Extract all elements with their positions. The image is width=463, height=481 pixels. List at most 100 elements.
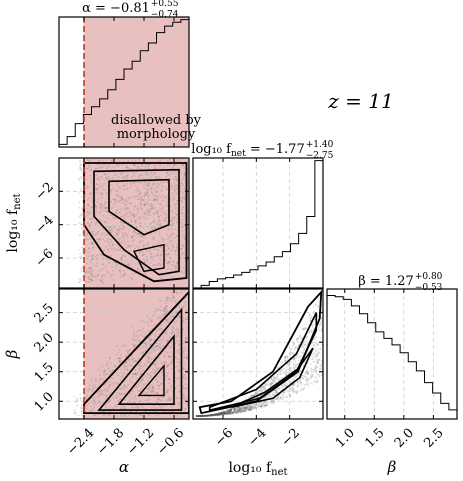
sample-point xyxy=(164,410,167,413)
sample-point xyxy=(302,364,305,367)
sample-point xyxy=(172,294,174,297)
sample-point xyxy=(126,368,129,371)
sample-point xyxy=(184,318,187,321)
sample-point xyxy=(231,411,234,414)
sample-point xyxy=(168,396,171,399)
sample-point xyxy=(158,202,160,205)
sample-point xyxy=(319,336,322,339)
sample-point xyxy=(235,411,238,414)
sample-point xyxy=(86,231,89,234)
sample-point xyxy=(318,323,321,326)
sample-point xyxy=(219,413,222,415)
sample-point xyxy=(135,219,138,221)
sample-point xyxy=(251,394,254,397)
sample-point xyxy=(147,362,150,365)
sample-point xyxy=(140,203,143,206)
sample-point xyxy=(162,227,165,230)
sample-point xyxy=(115,211,118,214)
sample-point xyxy=(121,236,124,239)
sample-point xyxy=(224,412,227,415)
sample-point xyxy=(206,414,209,417)
sample-point xyxy=(243,406,246,409)
sample-point xyxy=(172,275,175,278)
sample-point xyxy=(156,189,159,192)
sample-point xyxy=(162,166,165,169)
sample-point xyxy=(91,257,94,260)
sample-point xyxy=(183,304,185,307)
sample-point xyxy=(251,408,254,411)
sample-point xyxy=(206,414,209,417)
sample-point xyxy=(311,375,314,377)
sample-point xyxy=(292,344,294,347)
sample-point xyxy=(126,173,129,176)
sample-point xyxy=(234,411,237,414)
sample-point xyxy=(156,392,159,395)
sample-point xyxy=(125,207,128,209)
sample-point xyxy=(129,186,132,189)
sample-point xyxy=(78,168,80,171)
sample-point xyxy=(215,413,218,416)
sample-point xyxy=(168,318,170,320)
sample-point xyxy=(145,361,148,364)
sample-point xyxy=(157,397,160,400)
panel-title-beta: β = 1.27 xyxy=(358,274,414,289)
sample-point xyxy=(129,400,132,403)
sample-point xyxy=(170,219,172,222)
sample-point xyxy=(273,399,275,402)
sample-point xyxy=(84,271,87,274)
sample-point xyxy=(150,222,153,225)
sample-point xyxy=(244,409,247,412)
sample-point xyxy=(183,378,186,381)
sample-point xyxy=(203,414,206,417)
sample-point xyxy=(237,409,240,412)
sample-point xyxy=(160,383,162,386)
sample-point xyxy=(140,250,143,253)
sample-point xyxy=(220,412,223,414)
sample-point xyxy=(264,404,267,407)
sample-point xyxy=(120,376,123,379)
sample-point xyxy=(149,250,151,253)
sample-point xyxy=(115,232,117,235)
sample-point xyxy=(225,412,227,414)
sample-point xyxy=(155,191,158,193)
sample-point xyxy=(143,223,146,225)
sample-point xyxy=(161,194,164,197)
sample-point xyxy=(258,389,261,391)
sample-point xyxy=(247,409,250,411)
title-lower-error: −0.74 xyxy=(151,10,179,20)
sample-point xyxy=(239,411,241,414)
sample-point xyxy=(149,172,152,175)
sample-point xyxy=(124,204,127,207)
sample-point xyxy=(163,332,166,335)
sample-point xyxy=(228,408,231,411)
y-tick-label: 1.0 xyxy=(32,389,57,414)
sample-point xyxy=(124,368,126,370)
sample-point xyxy=(127,358,130,361)
sample-point xyxy=(103,220,106,223)
sample-point xyxy=(122,387,124,389)
sample-point xyxy=(138,241,141,244)
sample-point xyxy=(292,362,295,365)
sample-point xyxy=(228,412,231,414)
sample-point xyxy=(214,413,216,416)
sample-point xyxy=(201,415,204,417)
sample-point xyxy=(167,229,169,231)
sample-point xyxy=(153,370,156,373)
sample-point xyxy=(113,247,115,250)
sample-point xyxy=(97,232,99,235)
sample-point xyxy=(103,171,106,174)
sample-point xyxy=(145,209,148,212)
sample-point xyxy=(109,371,112,373)
sample-point xyxy=(153,237,156,240)
sample-point xyxy=(228,412,231,415)
sample-point xyxy=(79,397,82,400)
sample-point xyxy=(170,198,173,201)
sample-point xyxy=(195,415,198,417)
sample-point xyxy=(146,259,148,262)
sample-point xyxy=(312,353,315,356)
sample-point xyxy=(100,234,103,237)
sample-point xyxy=(87,167,89,170)
sample-point xyxy=(223,411,226,414)
sample-point xyxy=(163,211,166,214)
sample-point xyxy=(100,276,103,279)
